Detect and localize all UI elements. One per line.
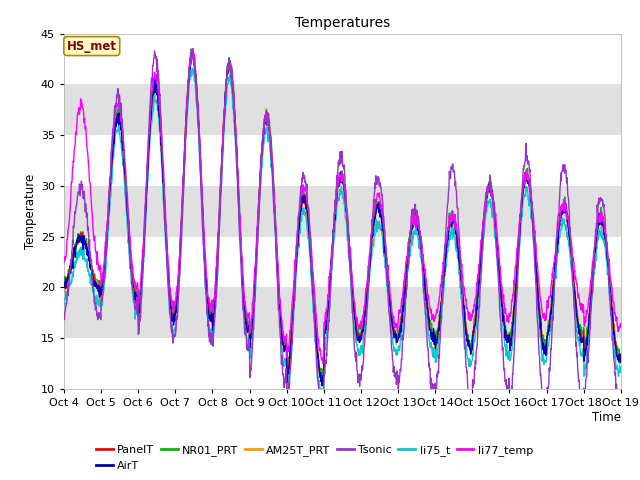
Bar	[64, 84, 621, 135]
Bar	[64, 135, 621, 186]
Bar	[64, 186, 621, 237]
Title: Temperatures: Temperatures	[295, 16, 390, 30]
Bar	[64, 338, 621, 389]
Bar	[64, 34, 621, 84]
X-axis label: Time: Time	[592, 410, 621, 424]
Y-axis label: Temperature: Temperature	[24, 174, 36, 249]
Bar	[64, 237, 621, 288]
Text: HS_met: HS_met	[67, 39, 116, 53]
Bar	[64, 288, 621, 338]
Legend: PanelT, AirT, NR01_PRT, AM25T_PRT, Tsonic, li75_t, li77_temp: PanelT, AirT, NR01_PRT, AM25T_PRT, Tsoni…	[92, 441, 538, 475]
